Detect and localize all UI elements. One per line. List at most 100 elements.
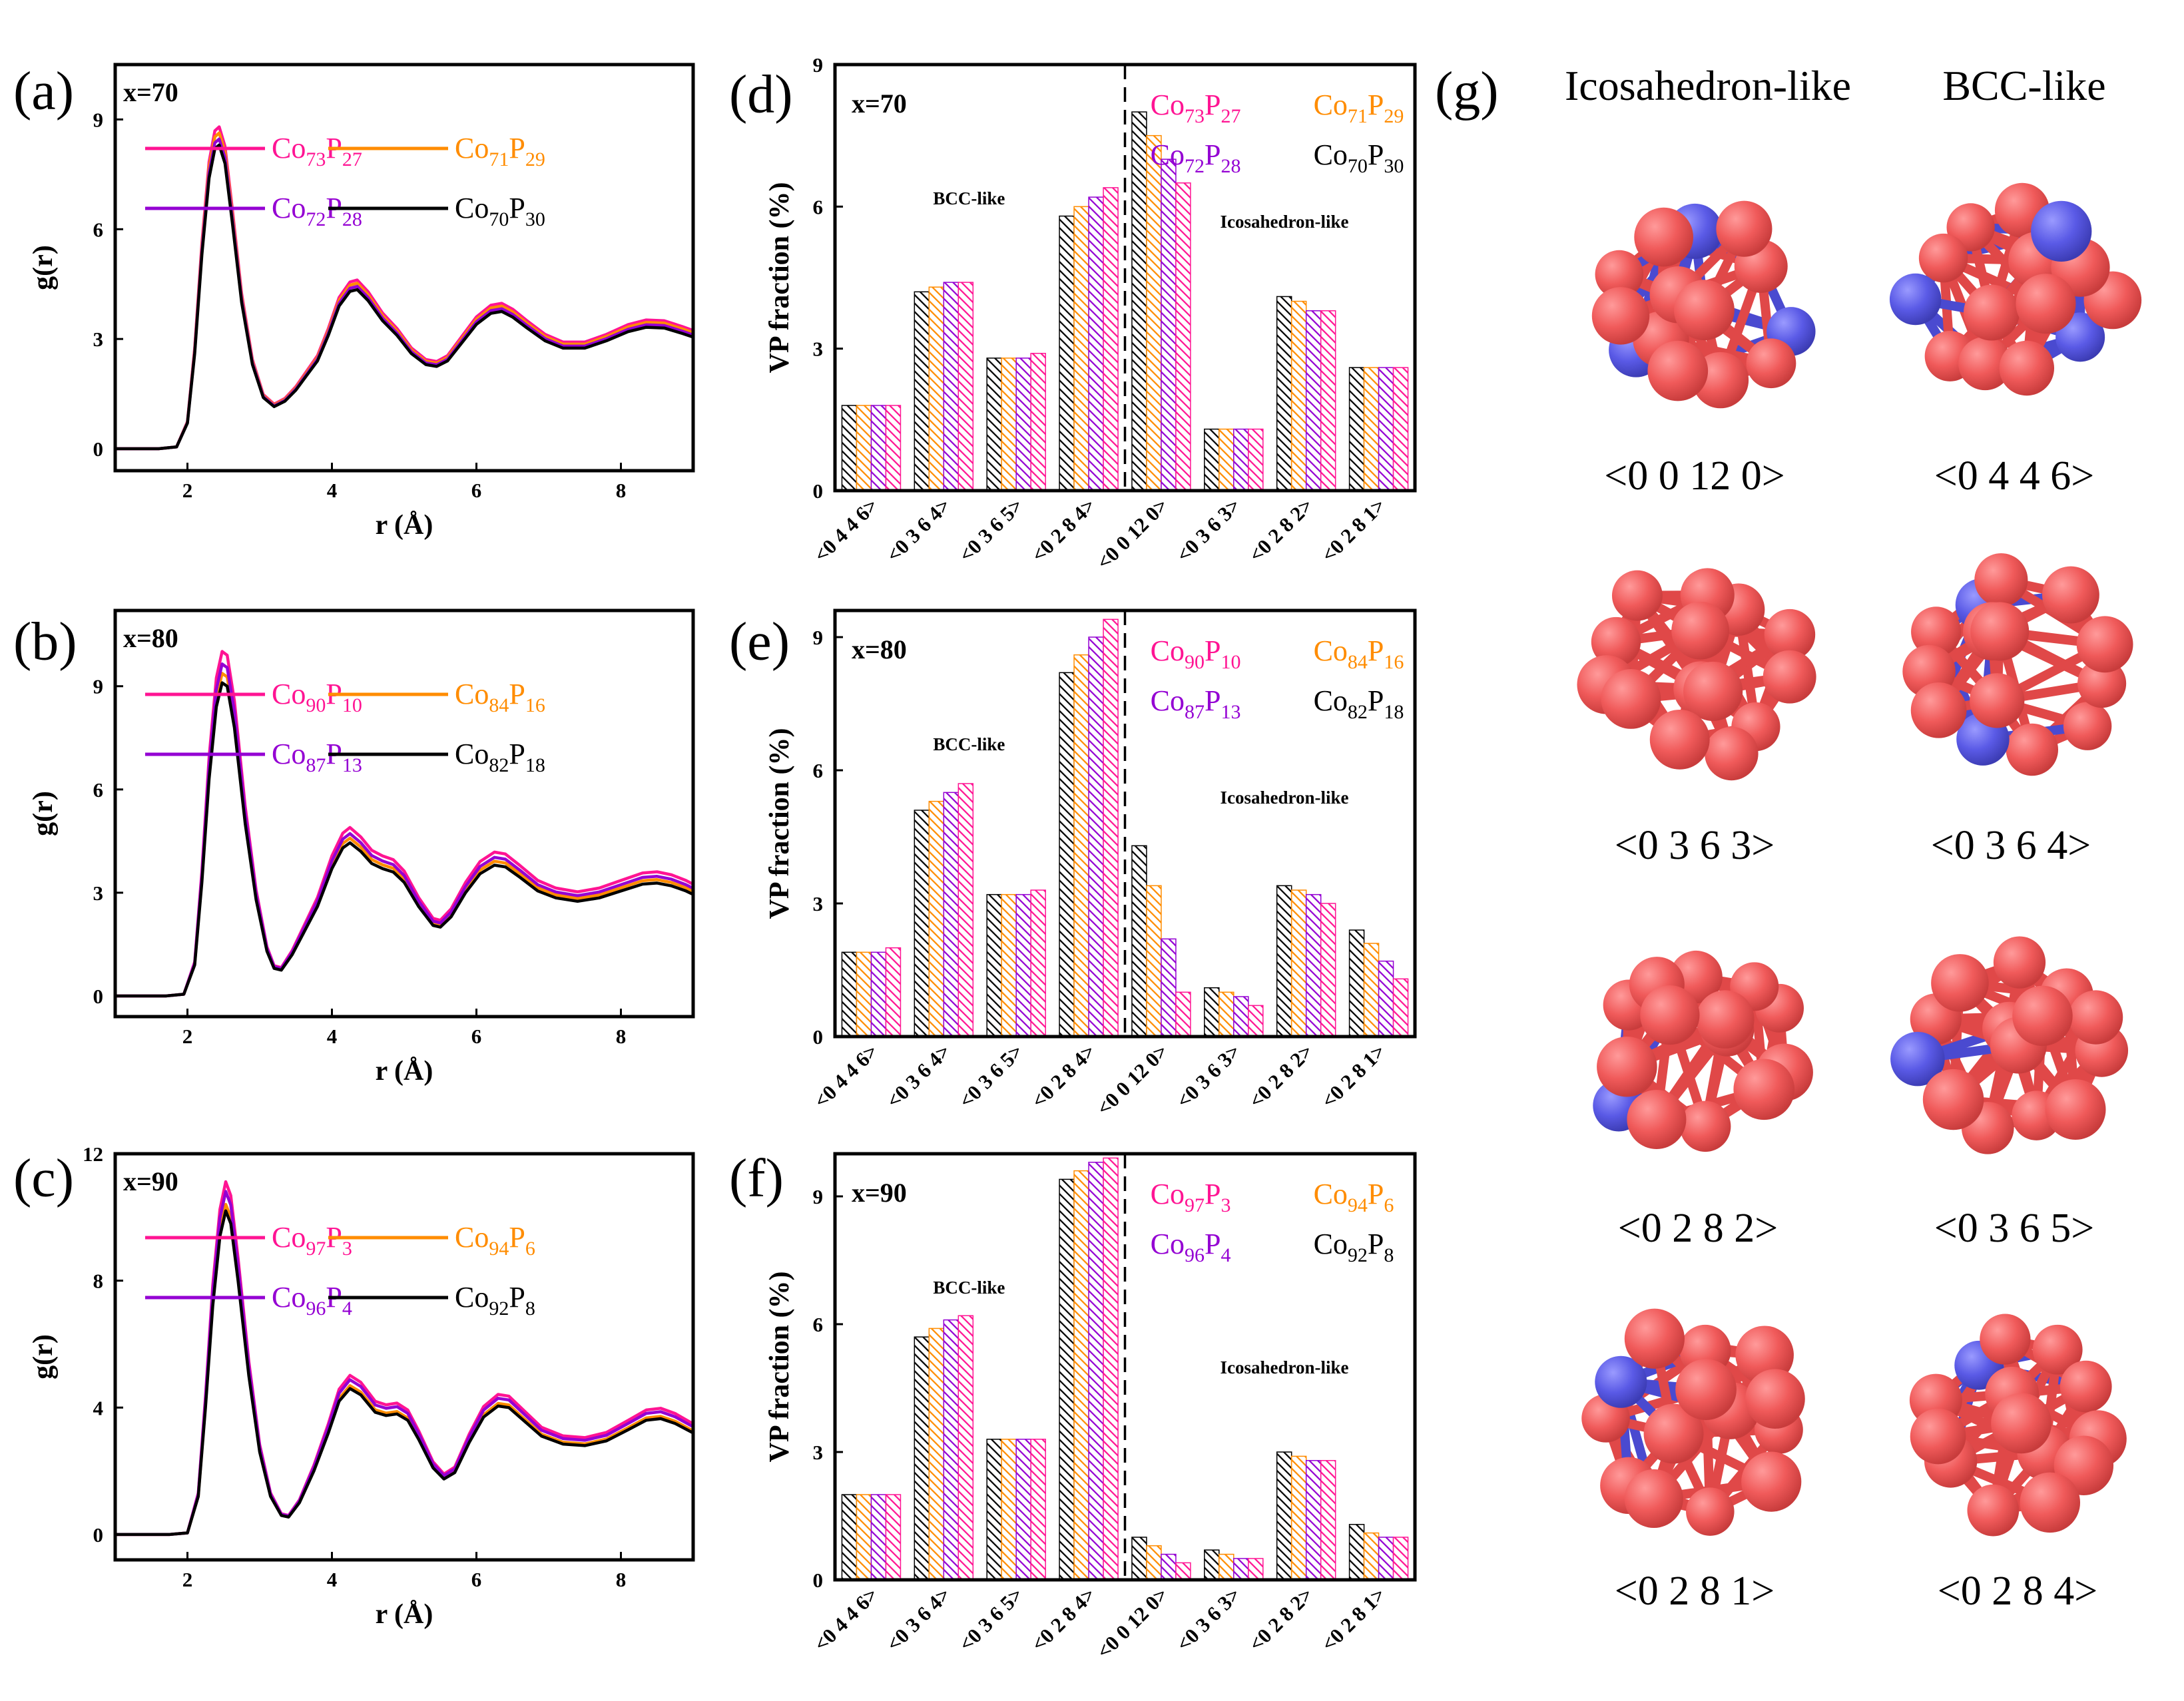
bar-Co94P6-5 — [1219, 1553, 1234, 1580]
series-line-Co82P18 — [115, 681, 694, 998]
category-label: <0 2 8 4> — [1027, 493, 1100, 567]
cluster-0: <0 0 12 0> — [1591, 200, 1816, 499]
legend-label: Co72P28 — [272, 192, 362, 230]
y-axis-label: g(r) — [28, 791, 59, 836]
plot-frame — [113, 608, 695, 1019]
category-label: <0 2 8 1> — [1316, 1582, 1390, 1656]
cobalt-atom — [1640, 985, 1700, 1045]
bar-Co97P3-0 — [885, 1494, 902, 1580]
legend-label: Co72P28 — [1151, 138, 1241, 177]
cobalt-atom — [1931, 954, 1989, 1012]
bar-Co72P28-1 — [943, 282, 959, 491]
bar-Co87P13-3 — [1088, 636, 1104, 1037]
x-tick-label: 8 — [616, 1568, 627, 1591]
cobalt-atom — [1624, 1469, 1683, 1529]
bar-Co90P10-2 — [1030, 889, 1046, 1037]
phosphorus-atom — [1889, 273, 1942, 326]
legend-label: Co71P29 — [1314, 89, 1404, 127]
cobalt-atom — [1958, 336, 2012, 391]
cobalt-atom — [1705, 726, 1759, 781]
phosphorus-atom — [1890, 1031, 1945, 1087]
composition-annotation: x=80 — [852, 634, 907, 664]
bar-Co92P8-1 — [914, 1336, 930, 1580]
phosphorus-atom — [2031, 200, 2092, 262]
category-label: <0 3 6 4> — [882, 1582, 955, 1656]
bar-Co94P6-4 — [1146, 1545, 1162, 1580]
composition-annotation: x=90 — [852, 1178, 907, 1208]
cluster-6: <0 2 8 1> — [1581, 1308, 1805, 1614]
bar-Co84P16-7 — [1363, 943, 1380, 1037]
bar-Co73P27-0 — [885, 405, 902, 491]
category-label: <0 3 6 4> — [882, 1039, 955, 1112]
legend-label: Co90P10 — [1151, 634, 1241, 673]
x-tick-label: 8 — [616, 1025, 627, 1048]
region-label-icosahedron: Icosahedron-like — [1221, 212, 1349, 232]
cluster-7: <0 2 8 4> — [1909, 1314, 2127, 1614]
x-axis-label: r (Å) — [376, 1599, 433, 1630]
legend-label: Co96P4 — [272, 1281, 352, 1320]
y-tick-label: 0 — [93, 985, 104, 1008]
bar-Co92P8-5 — [1204, 1549, 1220, 1580]
cobalt-atom — [2032, 1324, 2083, 1375]
region-label-bcc: BCC-like — [933, 1278, 1005, 1298]
bar-Co97P3-2 — [1030, 1439, 1046, 1580]
bar-Co73P27-5 — [1248, 428, 1264, 491]
y-axis-label: g(r) — [28, 1334, 59, 1379]
bar-Co94P6-2 — [1001, 1439, 1017, 1580]
phosphorus-atom — [1595, 1355, 1647, 1408]
cobalt-atom — [1686, 1487, 1735, 1536]
legend-label: Co82P18 — [1314, 684, 1404, 723]
bar-Co94P6-6 — [1290, 1455, 1307, 1580]
cobalt-atom — [1922, 1069, 1984, 1130]
y-tick-label: 6 — [813, 759, 824, 782]
region-label-bcc: BCC-like — [933, 188, 1005, 208]
cobalt-atom — [2059, 1360, 2112, 1413]
bar-Co87P13-7 — [1378, 960, 1394, 1037]
cobalt-atom — [1764, 608, 1816, 660]
bar-Co70P30-2 — [986, 358, 1002, 491]
series-line-Co90P10 — [115, 650, 694, 998]
x-tick-label: 8 — [616, 479, 627, 502]
cobalt-atom — [1597, 1036, 1657, 1097]
composition-annotation: x=90 — [123, 1166, 178, 1196]
plot-frame — [113, 63, 695, 473]
cobalt-atom — [2016, 274, 2076, 334]
cluster-index-label: <0 3 6 4> — [1931, 823, 2091, 868]
bar-Co94P6-3 — [1073, 1170, 1089, 1580]
bar-Co72P28-7 — [1378, 367, 1394, 491]
cluster-index-label: <0 2 8 1> — [1615, 1569, 1774, 1614]
bar-Co97P3-4 — [1175, 1562, 1191, 1580]
y-tick-label: 6 — [813, 195, 824, 218]
cluster-4: <0 2 8 2> — [1593, 950, 1813, 1251]
category-label: <0 0 12 0> — [1092, 493, 1173, 574]
category-label: <0 3 6 5> — [954, 493, 1027, 567]
bar-Co70P30-4 — [1131, 111, 1147, 491]
series-line-Co87P13 — [115, 662, 694, 998]
cobalt-atom — [2012, 985, 2073, 1047]
y-tick-label: 6 — [93, 218, 104, 241]
bar-Co82P18-1 — [914, 810, 930, 1037]
bar-Co87P13-6 — [1305, 893, 1322, 1037]
category-label: <0 2 8 2> — [1244, 1582, 1318, 1656]
bar-Co92P8-0 — [841, 1494, 858, 1580]
bar-Co90P10-5 — [1248, 1005, 1264, 1037]
x-axis-label: r (Å) — [376, 510, 433, 541]
bar-Co72P28-3 — [1088, 196, 1104, 491]
bar-Co96P4-1 — [943, 1319, 959, 1580]
bar-Co84P16-2 — [1001, 893, 1017, 1037]
cobalt-atom — [2006, 723, 2059, 776]
cobalt-atom — [1591, 287, 1650, 345]
panel-a: (a) 2 4 6 8 0 3 6 9 Co73P27 Co71P29 Co72P28 Co70P30 x… — [13, 60, 695, 541]
bar-Co90P10-7 — [1392, 978, 1409, 1037]
bar-Co97P3-1 — [957, 1315, 974, 1580]
bar-Co71P29-0 — [856, 405, 872, 491]
legend-label: Co94P6 — [455, 1221, 535, 1260]
bar-Co92P8-3 — [1059, 1178, 1075, 1580]
bar-Co97P3-3 — [1103, 1157, 1119, 1580]
bar-Co82P18-3 — [1059, 672, 1075, 1037]
series-line-Co72P28 — [115, 137, 694, 451]
cobalt-atom — [1970, 602, 2030, 661]
cobalt-atom — [1991, 1393, 2052, 1454]
x-tick-label: 4 — [327, 1025, 338, 1048]
bar-Co73P27-7 — [1392, 367, 1409, 491]
